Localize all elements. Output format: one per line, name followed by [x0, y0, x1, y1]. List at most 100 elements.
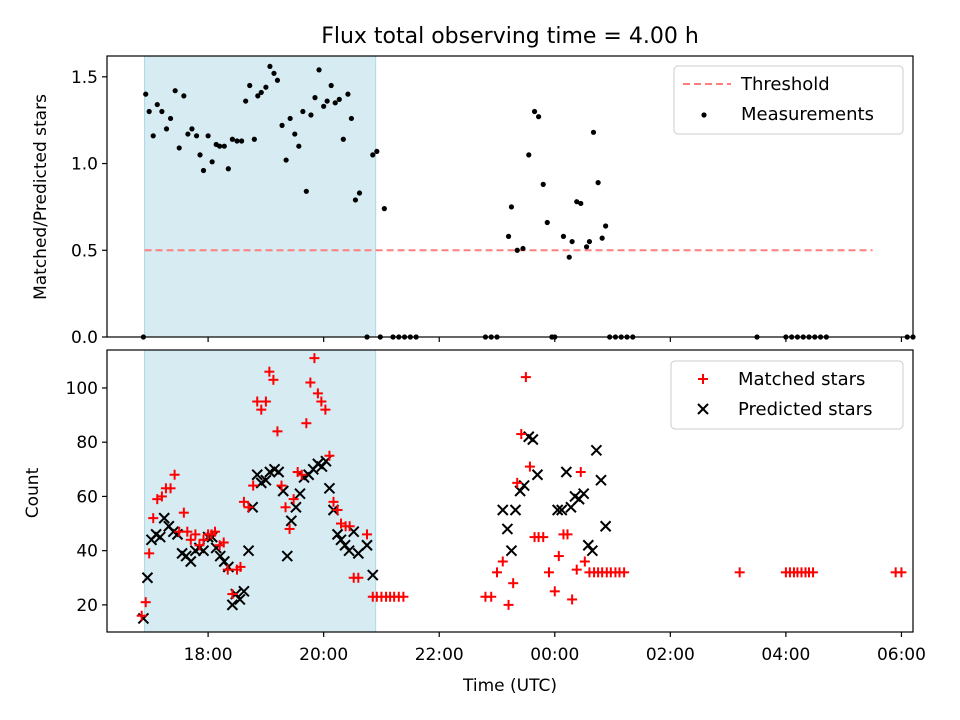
measurement-point: [292, 131, 298, 137]
measurement-legend-icon: [701, 112, 707, 118]
measurement-point: [328, 82, 334, 89]
measurement-point: [321, 103, 327, 109]
predicted-point: [154, 531, 166, 543]
count-legend: Matched stars Predicted stars: [670, 360, 904, 430]
measurement-point: [603, 223, 609, 229]
measurement-point: [150, 133, 156, 139]
count-shaded-span: [144, 349, 377, 633]
measurement-point: [340, 136, 346, 142]
count-y-axis-label: Count: [23, 467, 43, 518]
matched-point: [734, 567, 745, 578]
measurement-point: [287, 115, 293, 122]
predicted-point: [497, 504, 509, 516]
predicted-point: [294, 488, 306, 500]
matched-point: [227, 589, 238, 600]
measurement-point: [255, 93, 261, 99]
measurement-point: [243, 98, 249, 104]
matched-point: [182, 526, 193, 537]
measurement-point: [536, 114, 542, 120]
measurement-point: [381, 206, 387, 212]
count-plot-frame: [106, 349, 914, 633]
x-tick-label: 20:00: [299, 645, 348, 665]
ratio-panel: 0.0 0.5 1.0 1.5 Matched/Predicted stars Thr…: [31, 55, 916, 348]
matched-point: [619, 567, 630, 578]
matched-legend-marker: [698, 374, 708, 384]
matched-point: [486, 591, 497, 602]
matched-point: [512, 477, 523, 488]
matched-point: [344, 521, 355, 532]
predicted-point: [260, 474, 272, 486]
matched-point: [575, 467, 586, 478]
measurement-legend-label: Measurements: [741, 104, 874, 125]
matched-point: [398, 591, 409, 602]
matched-point: [520, 372, 531, 383]
measurement-point: [374, 148, 380, 155]
predicted-point: [590, 444, 603, 457]
measurement-point: [352, 197, 359, 203]
ratio-legend: Threshold Measurements: [673, 65, 904, 135]
predicted-point: [234, 593, 246, 606]
matched-point: [156, 491, 167, 502]
measurement-point: [520, 245, 526, 252]
x-tick-label: 22:00: [415, 645, 464, 665]
predicted-point: [242, 544, 255, 557]
matched-point: [288, 494, 299, 505]
measurement-point: [279, 122, 285, 128]
matched-point: [165, 483, 176, 494]
predicted-point: [290, 501, 302, 513]
matched-point: [296, 469, 307, 480]
predicted-point: [281, 550, 293, 562]
measurement-point: [221, 143, 227, 149]
predicted-legend-marker: [697, 403, 709, 415]
matched-point: [353, 572, 364, 583]
ratio-legend-box: [673, 65, 904, 135]
measurement-point: [181, 93, 187, 99]
x-tick-label: 06:00: [877, 645, 926, 665]
matched-point: [144, 548, 155, 559]
matched-point: [272, 426, 283, 437]
measurement-point: [531, 108, 538, 115]
predicted-point: [185, 555, 197, 568]
matched-point: [268, 374, 279, 385]
matched-point: [808, 567, 819, 578]
measurement-point: [578, 200, 584, 207]
measurement-point: [217, 143, 223, 149]
matched-point: [332, 504, 343, 515]
predicted-point: [331, 528, 344, 541]
matched-point: [312, 388, 323, 399]
measurement-point: [283, 157, 289, 163]
matched-point: [252, 396, 263, 407]
measurement-point: [185, 131, 191, 137]
measurement-point: [540, 181, 546, 187]
measurement-point: [370, 152, 376, 158]
measurement-point: [586, 238, 593, 245]
predicted-point: [527, 433, 539, 446]
predicted-point: [556, 504, 568, 516]
matched-point: [194, 540, 205, 551]
matched-point: [497, 556, 508, 567]
ratio-x-ticks: [207, 337, 903, 342]
measurement-point: [300, 108, 306, 115]
measurement-point: [505, 233, 512, 239]
x-axis-label: Time (UTC): [462, 676, 557, 696]
matched-point: [222, 564, 233, 575]
matched-point: [238, 496, 249, 507]
predicted-point: [531, 469, 544, 481]
measurement-point: [143, 91, 149, 97]
matched-point: [178, 507, 189, 518]
matched-point: [579, 556, 590, 567]
measurement-point: [167, 115, 174, 122]
measurement-point: [271, 70, 277, 76]
measurement-point: [345, 91, 351, 97]
measurement-point: [146, 108, 152, 115]
measurement-point: [274, 77, 281, 83]
matched-point: [264, 366, 275, 377]
predicted-point: [226, 599, 239, 611]
y-tick-label: 40: [76, 542, 98, 562]
predicted-legend-label: Predicted stars: [738, 399, 872, 420]
measurement-point: [251, 136, 257, 142]
predicted-point: [141, 572, 154, 584]
matched-point: [571, 564, 582, 575]
measurement-point: [200, 167, 207, 174]
